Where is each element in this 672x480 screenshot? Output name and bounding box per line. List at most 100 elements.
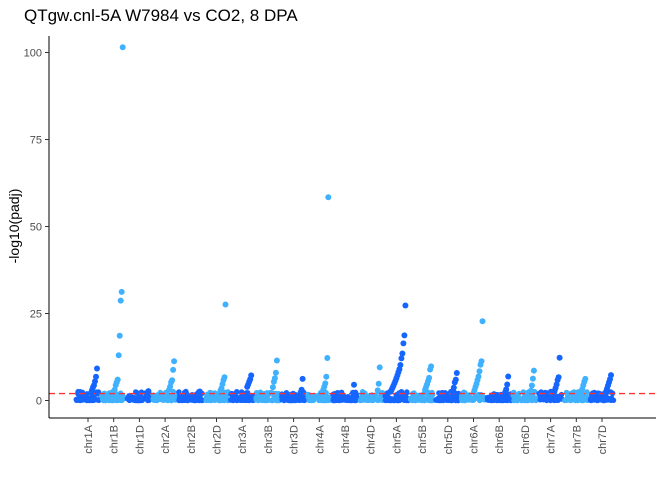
x-tick-label: chr4A — [314, 424, 326, 453]
background-point — [402, 396, 408, 403]
background-point — [178, 395, 184, 401]
y-axis-label: -log10(padj) — [6, 189, 22, 264]
data-point — [270, 378, 277, 385]
data-point — [324, 355, 331, 361]
background-point — [171, 396, 177, 402]
chart-title: QTgw.cnl-5A W7984 vs CO2, 8 DPA — [24, 6, 298, 25]
background-point — [376, 397, 383, 403]
background-point — [452, 393, 458, 399]
x-tick-label: chr1A — [83, 424, 95, 453]
data-point — [529, 375, 536, 382]
x-tick-label: chr4D — [366, 425, 378, 454]
background-point — [124, 395, 131, 402]
background-point — [135, 397, 142, 404]
background-point — [521, 397, 528, 404]
background-point — [345, 394, 351, 400]
background-point — [152, 396, 158, 402]
data-point — [217, 387, 224, 394]
background-point — [500, 396, 507, 403]
y-ticks: 0 25 50 75 100 — [24, 48, 49, 408]
background-point — [281, 397, 288, 403]
data-point — [222, 301, 229, 308]
background-point — [507, 397, 513, 403]
background-point — [453, 397, 459, 404]
data-point — [166, 386, 173, 393]
data-point — [400, 340, 407, 347]
x-tick-label: chr3B — [263, 425, 275, 454]
x-tick-label: chr2A — [160, 424, 172, 453]
background-point — [305, 391, 311, 398]
background-point — [118, 397, 125, 403]
background-point — [476, 397, 483, 404]
x-tick-label: chr3D — [289, 425, 301, 454]
background-point — [164, 395, 170, 401]
background-point — [545, 395, 551, 402]
data-point — [451, 379, 458, 386]
y-tick-label: 0 — [36, 396, 42, 408]
data-point — [477, 361, 484, 368]
background-point — [537, 397, 543, 403]
data-point — [273, 357, 280, 364]
data-point — [244, 383, 251, 390]
data-point — [94, 365, 100, 372]
data-point — [402, 302, 409, 309]
y-tick-label: 50 — [30, 222, 42, 234]
data-point — [116, 332, 123, 339]
background-point — [283, 390, 290, 396]
x-tick-label: chr7A — [546, 424, 558, 453]
background-point — [332, 397, 338, 404]
x-tick-label: chr1D — [134, 425, 146, 454]
x-tick-label: chr4B — [340, 425, 352, 454]
data-point — [171, 358, 178, 365]
background-point — [107, 396, 113, 402]
x-tick-label: chr6D — [520, 425, 532, 454]
data-point — [528, 382, 535, 389]
background-point — [318, 397, 325, 404]
background-point — [487, 397, 494, 403]
background-point — [449, 397, 455, 404]
background-point — [371, 396, 377, 403]
background-point — [139, 397, 145, 404]
data-point — [93, 373, 99, 380]
data-point — [387, 388, 394, 395]
x-tick-label: chr5B — [417, 425, 429, 454]
data-point — [170, 366, 177, 373]
background-point — [340, 396, 346, 403]
data-point — [350, 389, 356, 396]
background-point — [154, 392, 160, 398]
data-point — [502, 389, 509, 396]
background-point — [467, 396, 473, 403]
data-point — [556, 354, 563, 361]
data-point — [299, 375, 306, 382]
data-point — [399, 350, 406, 357]
background-point — [590, 392, 596, 398]
data-point — [115, 352, 122, 359]
background-point — [493, 396, 500, 403]
background-point — [208, 390, 214, 396]
background-point — [158, 394, 165, 400]
data-point — [374, 387, 381, 394]
background-point — [271, 397, 277, 403]
data-point — [88, 389, 94, 396]
background-point — [510, 393, 516, 399]
background-point — [515, 395, 522, 401]
background-point — [595, 395, 602, 402]
data-point — [551, 387, 558, 394]
data-point — [375, 380, 382, 387]
background-point — [73, 397, 80, 404]
background-point — [204, 393, 210, 399]
data-point — [471, 387, 478, 394]
data-point — [297, 389, 304, 396]
axes-layer — [48, 36, 656, 419]
background-point — [412, 397, 419, 404]
background-point — [291, 395, 297, 402]
x-tick-label: chr1B — [109, 425, 121, 454]
background-point — [426, 397, 432, 403]
data-point — [530, 367, 537, 374]
background-point — [243, 393, 250, 399]
data-point — [118, 288, 125, 295]
points-layer — [88, 44, 614, 399]
x-tick-label: chr7D — [597, 425, 609, 454]
data-point — [578, 389, 585, 396]
data-point — [144, 391, 151, 398]
